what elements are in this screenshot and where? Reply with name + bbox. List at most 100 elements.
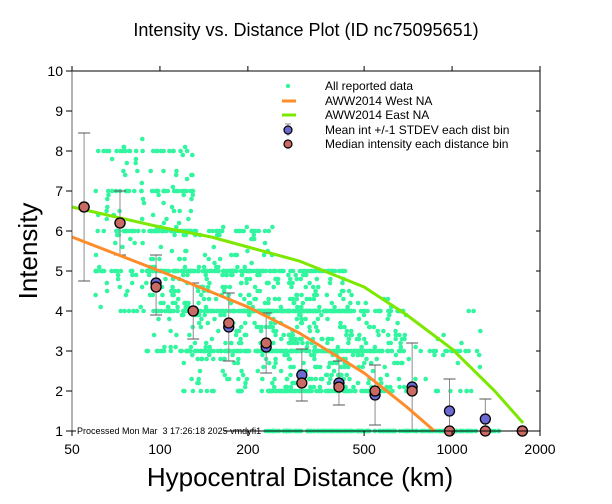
reported-point: [266, 280, 271, 286]
reported-point: [195, 356, 200, 362]
reported-point: [235, 360, 241, 366]
reported-point: [223, 340, 228, 346]
reported-point: [324, 292, 330, 298]
reported-point: [297, 268, 303, 274]
reported-point: [205, 284, 211, 290]
footnote-bg: [76, 425, 224, 436]
reported-point: [260, 352, 265, 358]
reported-point: [286, 280, 292, 286]
reported-point: [148, 256, 154, 262]
reported-point: [413, 344, 418, 350]
x-axis-label: Hypocentral Distance (km): [147, 462, 453, 492]
reported-point: [167, 316, 172, 322]
reported-point: [361, 308, 367, 314]
reported-point: [307, 388, 312, 394]
reported-point: [300, 300, 306, 306]
reported-point: [141, 200, 147, 206]
reported-point: [348, 388, 354, 394]
reported-point: [188, 208, 194, 214]
reported-point: [253, 228, 258, 234]
reported-point: [184, 148, 190, 154]
reported-point: [338, 320, 343, 326]
reported-point: [313, 288, 318, 294]
reported-point: [133, 272, 139, 278]
reported-point: [459, 340, 464, 346]
reported-point: [298, 276, 304, 282]
reported-point: [392, 360, 397, 366]
reported-point: [171, 268, 176, 274]
reported-point: [286, 308, 292, 314]
reported-point: [329, 300, 335, 306]
reported-point: [170, 184, 176, 190]
reported-point: [198, 308, 203, 314]
reported-point: [104, 208, 109, 214]
reported-point: [275, 276, 281, 282]
reported-point: [173, 172, 179, 178]
reported-point: [327, 308, 332, 314]
reported-point: [370, 368, 376, 374]
reported-point: [313, 324, 319, 330]
reported-point: [300, 340, 305, 346]
reported-point: [175, 296, 181, 302]
reported-point: [173, 344, 178, 350]
reported-point: [187, 348, 193, 354]
reported-point: [347, 376, 352, 382]
reported-point: [98, 304, 103, 310]
reported-point: [177, 256, 183, 262]
reported-point: [294, 292, 300, 298]
reported-point: [317, 384, 323, 390]
reported-point: [124, 228, 129, 234]
reported-point: [93, 188, 99, 194]
legend-label-east: AWW2014 East NA: [325, 108, 429, 122]
reported-point: [413, 376, 418, 382]
reported-point: [165, 304, 171, 310]
reported-point: [242, 320, 248, 326]
legend-reported-icon: [285, 83, 291, 89]
reported-point: [274, 348, 279, 354]
reported-point: [301, 360, 306, 366]
reported-point: [231, 348, 236, 354]
reported-point: [313, 376, 319, 382]
reported-point: [320, 336, 325, 342]
reported-point: [246, 312, 252, 318]
reported-point: [243, 348, 248, 354]
reported-point: [201, 264, 207, 270]
reported-point: [315, 364, 320, 370]
reported-point: [359, 352, 365, 358]
reported-point: [139, 216, 145, 222]
reported-point: [145, 268, 150, 274]
reported-point: [106, 192, 111, 198]
reported-point: [289, 284, 294, 290]
reported-point: [190, 152, 195, 158]
reported-point: [266, 360, 272, 366]
reported-point: [206, 296, 212, 302]
reported-point: [167, 308, 173, 314]
reported-point: [273, 332, 278, 338]
x-tick-label: 1000: [436, 441, 467, 457]
reported-point: [332, 304, 337, 310]
reported-point: [376, 332, 381, 338]
reported-point: [201, 296, 207, 302]
reported-point: [375, 328, 381, 334]
reported-point: [99, 268, 105, 274]
reported-point: [135, 228, 141, 234]
reported-point: [476, 352, 482, 358]
y-tick-label: 10: [47, 63, 63, 79]
x-tick-label: 50: [64, 441, 80, 457]
reported-point: [203, 344, 209, 350]
reported-point: [341, 296, 346, 302]
reported-point: [217, 308, 223, 314]
reported-point: [306, 376, 312, 382]
reported-point: [171, 292, 176, 298]
reported-point: [211, 244, 217, 250]
reported-point: [304, 344, 310, 350]
reported-point: [95, 148, 101, 154]
reported-point: [255, 368, 261, 374]
reported-point: [299, 316, 305, 322]
reported-point: [169, 248, 175, 254]
reported-point: [218, 356, 223, 362]
reported-point: [311, 296, 317, 302]
reported-point: [129, 228, 134, 234]
reported-point: [307, 296, 313, 302]
reported-point: [128, 236, 133, 242]
